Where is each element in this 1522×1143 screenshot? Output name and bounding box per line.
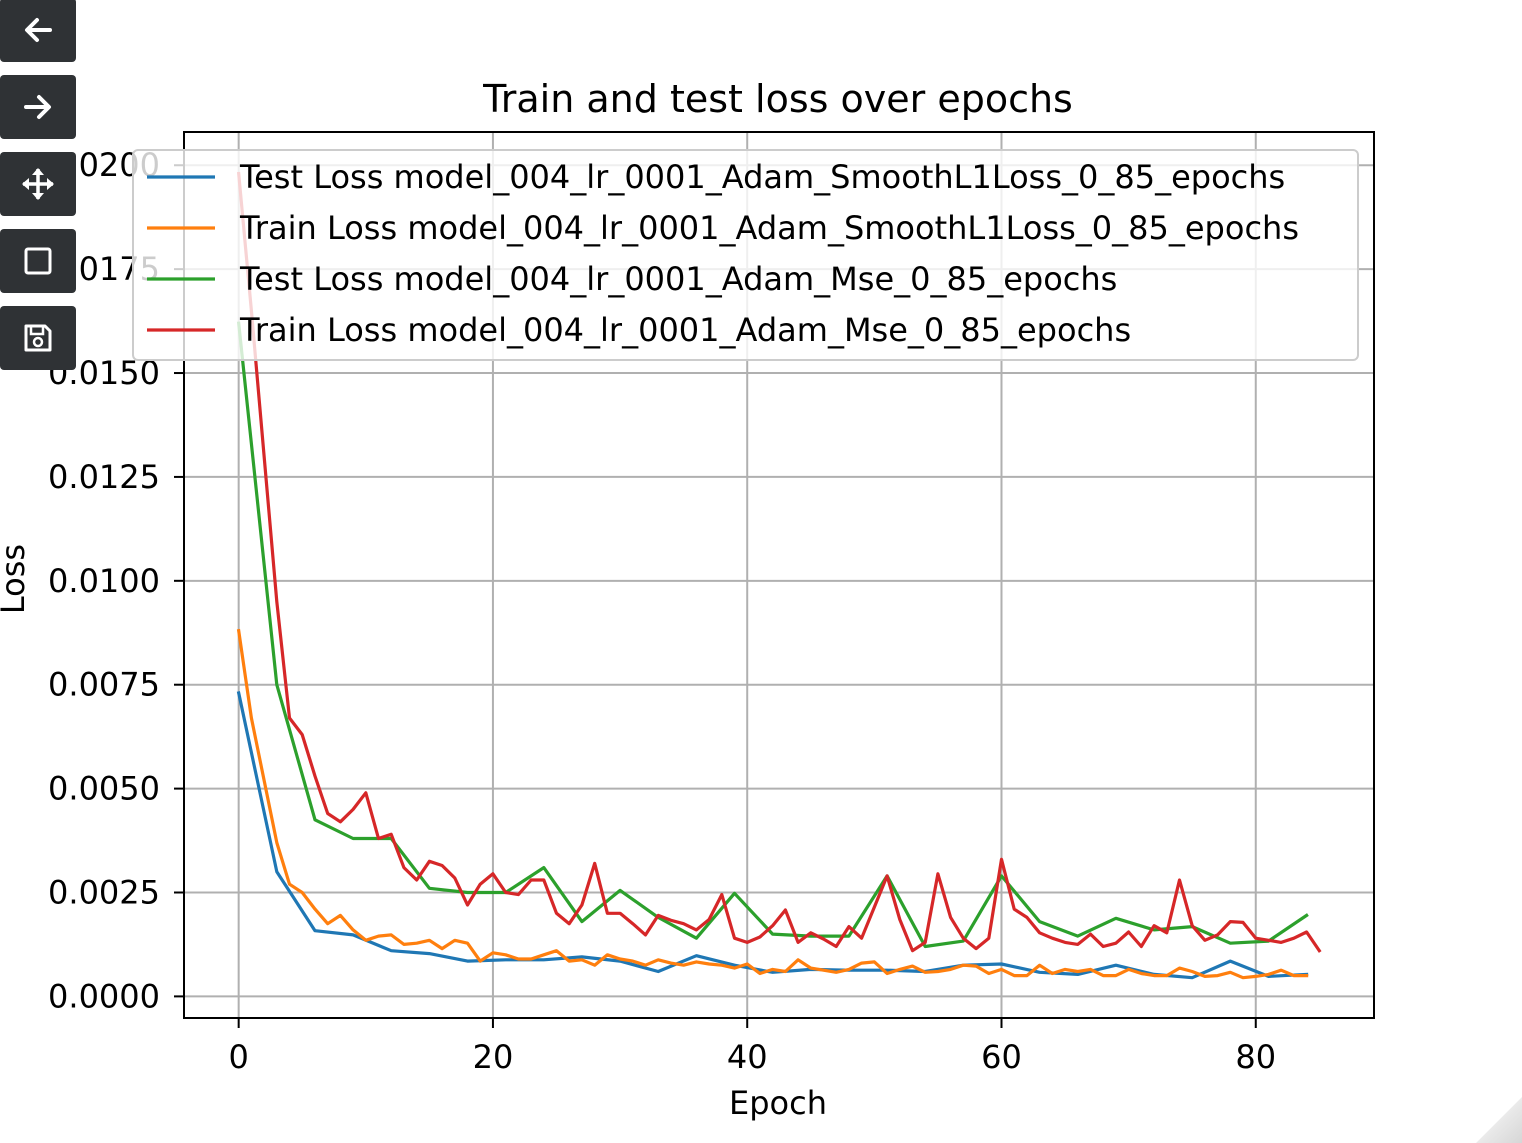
x-tick-label: 60 xyxy=(981,1038,1022,1076)
save-disk-icon xyxy=(24,324,52,352)
save-button[interactable] xyxy=(0,306,76,370)
y-tick-label: 0.0125 xyxy=(48,458,160,496)
legend-label: Test Loss model_004_lr_0001_Adam_Mse_0_8… xyxy=(239,260,1117,298)
legend-label: Train Loss model_004_lr_0001_Adam_Smooth… xyxy=(239,209,1299,247)
zoom-button[interactable] xyxy=(0,229,76,293)
forward-arrow-icon xyxy=(24,95,51,119)
legend-label: Test Loss model_004_lr_0001_Adam_SmoothL… xyxy=(239,158,1285,196)
x-tick-label: 80 xyxy=(1235,1038,1276,1076)
x-axis-label: Epoch xyxy=(729,1084,827,1122)
series-line-3 xyxy=(236,321,1309,949)
series-lines xyxy=(236,171,1322,980)
forward-button[interactable] xyxy=(0,75,76,139)
pan-move-icon xyxy=(22,168,54,200)
legend-label: Train Loss model_004_lr_0001_Adam_Mse_0_… xyxy=(239,311,1131,349)
y-tick-label: 0.0100 xyxy=(48,562,160,600)
pan-button[interactable] xyxy=(0,152,76,216)
resize-grip-icon[interactable] xyxy=(1476,1097,1522,1143)
series-line-2 xyxy=(236,628,1309,980)
plot-frame xyxy=(183,131,1375,1019)
y-tick-label: 0.0000 xyxy=(48,977,160,1015)
y-tick-label: 0.0025 xyxy=(48,873,160,911)
x-tick-label: 0 xyxy=(228,1038,248,1076)
back-arrow-icon xyxy=(25,18,52,42)
x-tick-label: 40 xyxy=(727,1038,768,1076)
y-tick-label: 0.0050 xyxy=(48,770,160,808)
x-tick-label: 20 xyxy=(473,1038,514,1076)
y-tick-label: 0.0075 xyxy=(48,666,160,704)
series-line-4 xyxy=(236,171,1322,953)
legend: Test Loss model_004_lr_0001_Adam_SmoothL… xyxy=(132,149,1359,361)
back-button[interactable] xyxy=(0,0,76,62)
y-axis-label: Loss xyxy=(0,544,32,614)
legend-box xyxy=(132,149,1359,361)
zoom-rect-icon xyxy=(24,247,52,275)
chart-title: Train and test loss over epochs xyxy=(482,77,1073,121)
